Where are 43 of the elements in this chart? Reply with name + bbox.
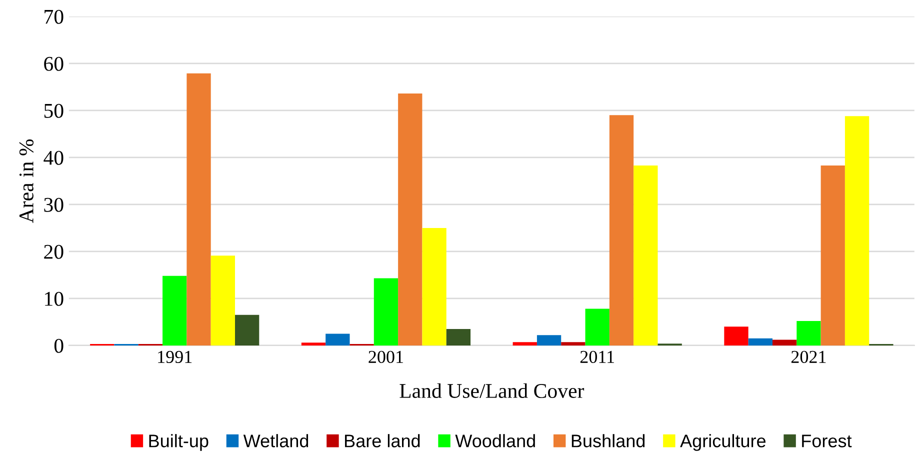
- bar: [326, 334, 350, 346]
- y-tick-label: 30: [44, 198, 64, 212]
- legend-label: Woodland: [455, 434, 535, 448]
- bar: [772, 340, 797, 346]
- bar: [585, 308, 610, 346]
- bar: [301, 342, 326, 346]
- legend-label: Forest: [802, 434, 852, 448]
- bar: [422, 228, 446, 346]
- bar: [724, 326, 748, 346]
- x-tick-label: 2011: [580, 350, 614, 364]
- bar: [374, 278, 398, 346]
- x-tick-label: 1991: [158, 350, 192, 364]
- bar: [561, 342, 586, 346]
- y-tick-label: 40: [44, 150, 64, 165]
- x-tick-label: 2021: [791, 350, 826, 364]
- y-tick-label: 20: [44, 244, 64, 259]
- bar: [844, 116, 870, 346]
- legend-label: Bushland: [572, 434, 645, 448]
- bar: [235, 314, 260, 346]
- legend-label: Wetland: [243, 434, 308, 448]
- bar: [796, 321, 821, 346]
- bar: [446, 329, 471, 346]
- x-tick-label: 2001: [368, 350, 403, 364]
- bar: [398, 94, 422, 346]
- x-axis-title: Land Use/Land Cover: [400, 383, 584, 398]
- bar: [210, 256, 235, 346]
- y-tick-label: 70: [44, 10, 64, 24]
- bar: [748, 338, 772, 346]
- bar: [820, 165, 845, 346]
- bar: [512, 342, 537, 346]
- bar: [634, 165, 658, 346]
- bar: [162, 276, 187, 346]
- bar: [609, 115, 634, 346]
- y-tick-label: 10: [45, 292, 64, 306]
- y-axis-title: Area in %: [19, 139, 34, 223]
- bar: [186, 73, 211, 346]
- y-tick-label: 50: [44, 104, 64, 118]
- y-tick-label: 0: [54, 338, 64, 353]
- y-tick-label: 60: [44, 56, 64, 71]
- legend-label: Bare land: [345, 434, 420, 448]
- legend-label: Agriculture: [680, 434, 766, 451]
- bar: [536, 335, 562, 346]
- legend-label: Built-up: [149, 434, 208, 451]
